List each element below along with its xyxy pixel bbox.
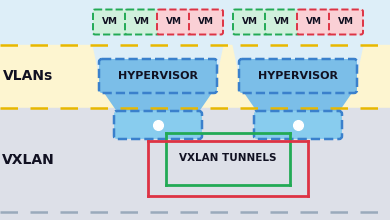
Text: VM: VM (242, 18, 258, 26)
Text: VLANs: VLANs (3, 70, 53, 84)
FancyBboxPatch shape (265, 9, 299, 35)
Bar (0, 108, 390, 220)
Text: HYPERVISOR: HYPERVISOR (258, 71, 338, 81)
Text: VM: VM (274, 18, 290, 26)
Text: VM: VM (134, 18, 150, 26)
Text: HYPERVISOR: HYPERVISOR (118, 71, 198, 81)
Polygon shape (102, 90, 214, 116)
FancyBboxPatch shape (157, 9, 191, 35)
Text: VM: VM (166, 18, 182, 26)
FancyBboxPatch shape (99, 59, 217, 93)
Text: VM: VM (306, 18, 322, 26)
FancyBboxPatch shape (239, 59, 357, 93)
Text: VM: VM (338, 18, 354, 26)
FancyBboxPatch shape (329, 9, 363, 35)
FancyBboxPatch shape (254, 111, 342, 139)
FancyBboxPatch shape (93, 9, 127, 35)
FancyBboxPatch shape (189, 9, 223, 35)
Text: VXLAN: VXLAN (2, 153, 54, 167)
Polygon shape (242, 90, 354, 116)
Text: VXLAN TUNNELS: VXLAN TUNNELS (179, 153, 277, 163)
Polygon shape (92, 43, 224, 90)
FancyBboxPatch shape (114, 111, 202, 139)
Text: VM: VM (102, 18, 118, 26)
Polygon shape (232, 43, 364, 90)
FancyBboxPatch shape (125, 9, 159, 35)
FancyBboxPatch shape (297, 9, 331, 35)
Text: VM: VM (198, 18, 214, 26)
Bar (0, 45, 390, 108)
FancyBboxPatch shape (233, 9, 267, 35)
